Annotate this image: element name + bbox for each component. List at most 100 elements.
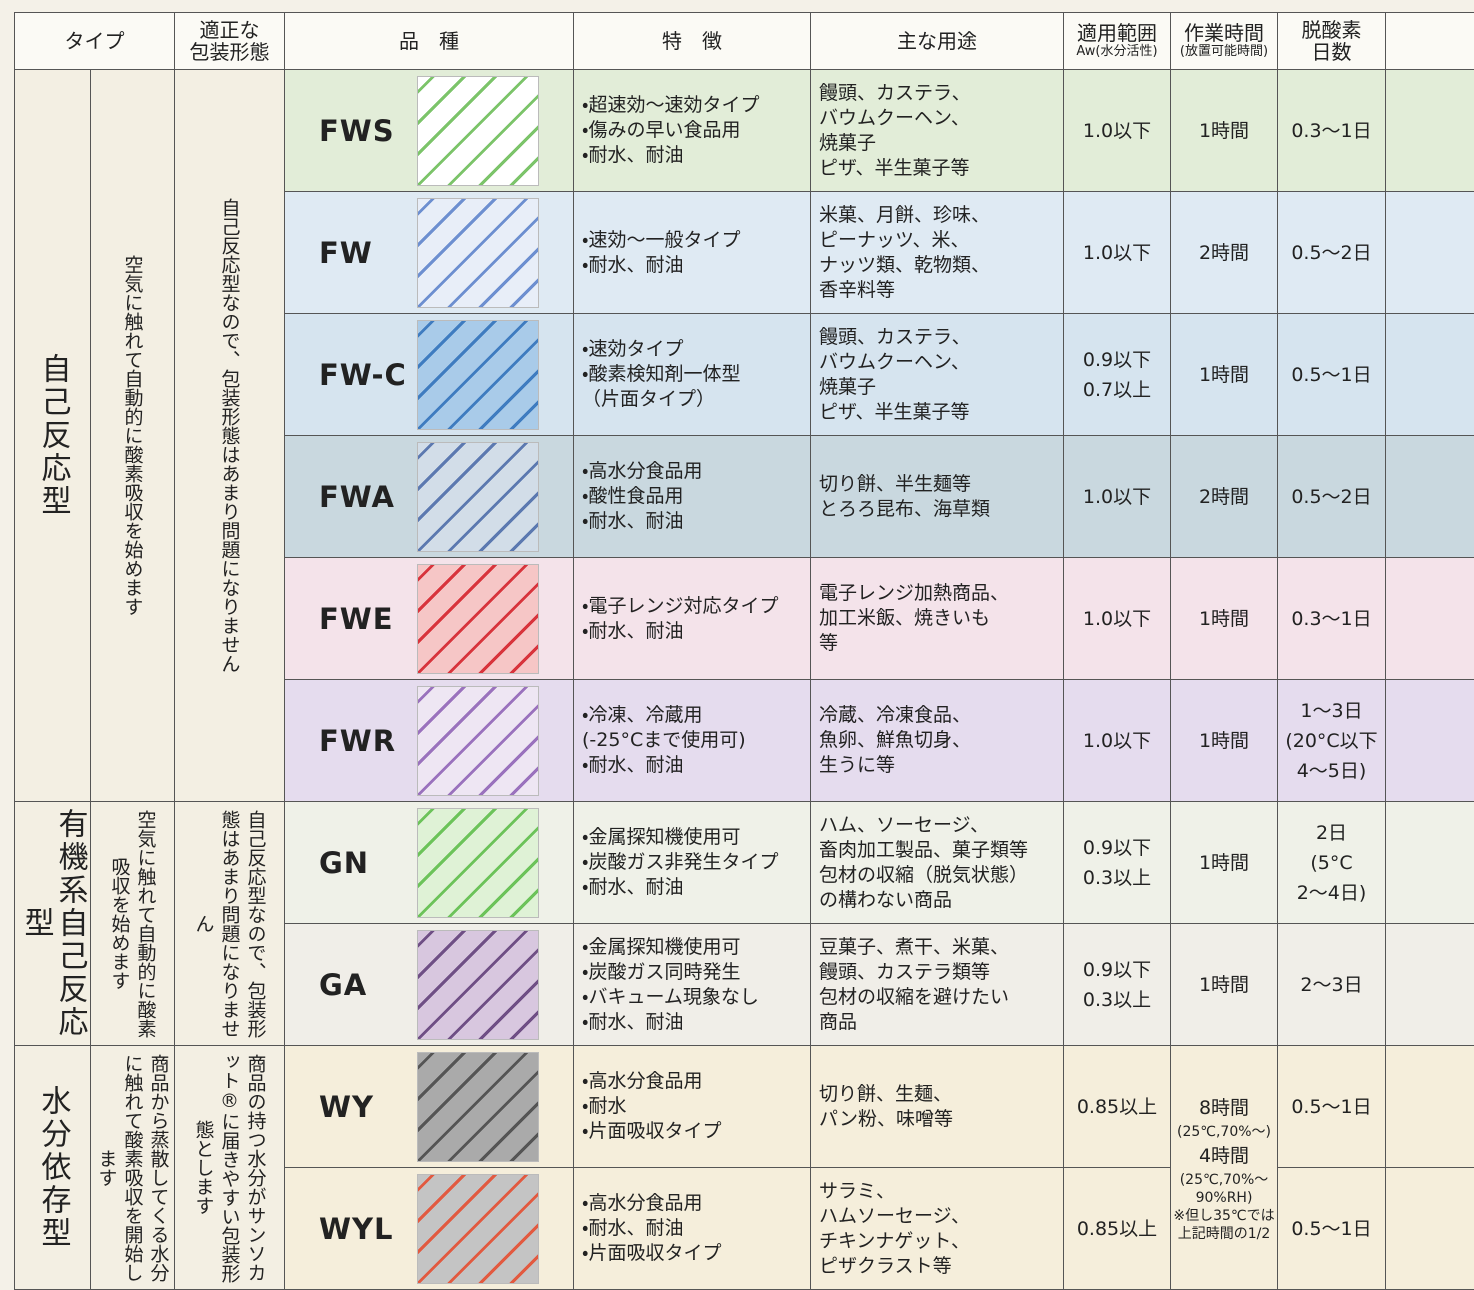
features-cell: ・速効～一般タイプ・耐水、耐油 xyxy=(574,192,811,314)
days-cell: 2～3日 xyxy=(1278,924,1386,1046)
header-days: 日数 xyxy=(1278,41,1385,63)
product: FW-C xyxy=(285,314,573,435)
product-cell: WYL xyxy=(285,1168,574,1290)
time-cell: 2時間 xyxy=(1171,436,1278,558)
type-label: 水分依存型 xyxy=(36,1085,70,1250)
type-cell: 水分依存型 xyxy=(15,1046,91,1290)
feature: ・高水分食品用 xyxy=(574,459,810,484)
features-cell: ・速効タイプ・酸素検知剤一体型（片面タイプ） xyxy=(574,314,811,436)
product-name: FWE xyxy=(319,602,394,636)
feature: ・片面吸収タイプ xyxy=(574,1241,810,1266)
type-description: 空気に触れて自動的に酸素吸収を始めます xyxy=(120,255,146,616)
time: 1時間 xyxy=(1171,970,1277,1000)
time: 4時間 xyxy=(1171,1141,1277,1171)
product-image xyxy=(417,564,539,674)
product-name: GA xyxy=(319,968,367,1002)
feature: (-25°Cまで使用可) xyxy=(574,728,810,753)
product-cell: FW-C xyxy=(285,314,574,436)
days: 0.5～1日 xyxy=(1278,1092,1385,1122)
feature: ・金属探知機使用可 xyxy=(574,935,810,960)
packaging-text: 自己反応型なので、包装形態はあまり問題になりません xyxy=(217,198,243,673)
packaging-text: 自己反応型なので、包装形態はあまり問題になりません xyxy=(191,802,269,1045)
features-cell: ・電子レンジ対応タイプ・耐水、耐油 xyxy=(574,558,811,680)
time: (25℃,70%～) xyxy=(1171,1123,1277,1141)
use: の構わない商品 xyxy=(811,888,1063,913)
product-cell: GA xyxy=(285,924,574,1046)
product-cell: GN xyxy=(285,802,574,924)
days-cell: 0.5～2日 xyxy=(1278,192,1386,314)
product-row: 水分依存型商品から蒸散してくる水分に触れて酸素吸収を開始します商品の持つ水分がサ… xyxy=(15,1046,1474,1168)
blank-cell xyxy=(1386,192,1474,314)
feature: ・炭酸ガス同時発生 xyxy=(574,960,810,985)
use: ハムソーセージ、 xyxy=(811,1204,1063,1229)
features-cell: ・高水分食品用・耐水、耐油・片面吸収タイプ xyxy=(574,1168,811,1290)
feature: ・耐水、耐油 xyxy=(574,253,810,278)
product: GN xyxy=(285,802,573,923)
time-cell: 1時間 xyxy=(1171,802,1278,924)
range: 0.9以下 xyxy=(1064,833,1170,863)
days: 0.5～2日 xyxy=(1278,238,1385,268)
time-cell: 1時間 xyxy=(1171,924,1278,1046)
feature: ・高水分食品用 xyxy=(574,1191,810,1216)
use: ピーナッツ、米、 xyxy=(811,228,1063,253)
header-cell: 適正な包装形態 xyxy=(175,13,285,70)
range: 1.0以下 xyxy=(1064,116,1170,146)
time: 1時間 xyxy=(1171,726,1277,756)
range-cell: 1.0以下 xyxy=(1064,558,1171,680)
blank-cell xyxy=(1386,680,1474,802)
time: 1時間 xyxy=(1171,848,1277,878)
product-image xyxy=(417,442,539,552)
uses-cell: 豆菓子、煮干、米菓、饅頭、カステラ類等包材の収縮を避けたい商品 xyxy=(811,924,1064,1046)
days: (20°C以下 xyxy=(1278,726,1385,756)
product-name: FWA xyxy=(319,480,395,514)
uses-cell: 饅頭、カステラ、バウムクーヘン、焼菓子ピザ、半生菓子等 xyxy=(811,314,1064,436)
product: WYL xyxy=(285,1168,573,1289)
range: 1.0以下 xyxy=(1064,726,1170,756)
product-cell: WY xyxy=(285,1046,574,1168)
feature: ・耐水 xyxy=(574,1094,810,1119)
product-name: FW xyxy=(319,236,373,270)
product-cell: FWR xyxy=(285,680,574,802)
range: 0.3以上 xyxy=(1064,985,1170,1015)
type-cell: 自己反応型 xyxy=(15,70,91,802)
days: 2日 xyxy=(1278,818,1385,848)
time-cell: 1時間 xyxy=(1171,314,1278,436)
uses-cell: 米菓、月餅、珍味、ピーナッツ、米、ナッツ類、乾物類、香辛料等 xyxy=(811,192,1064,314)
range-cell: 1.0以下 xyxy=(1064,680,1171,802)
header-cell: 脱酸素日数 xyxy=(1278,13,1386,70)
blank-cell xyxy=(1386,802,1474,924)
time-cell: 1時間 xyxy=(1171,70,1278,192)
use: 香辛料等 xyxy=(811,278,1063,303)
range: 0.85以上 xyxy=(1064,1214,1170,1244)
time: 8時間 xyxy=(1171,1093,1277,1123)
use: 生うに等 xyxy=(811,753,1063,778)
feature: ・耐水、耐油 xyxy=(574,143,810,168)
blank-cell xyxy=(1386,1046,1474,1168)
use: バウムクーヘン、 xyxy=(811,106,1063,131)
description-cell: 商品から蒸散してくる水分に触れて酸素吸収を開始します xyxy=(91,1046,175,1290)
range-cell: 0.85以上 xyxy=(1064,1046,1171,1168)
product-name: WY xyxy=(319,1090,374,1124)
header-cell: タイプ xyxy=(15,13,175,70)
type-label: 自己反応型 xyxy=(36,353,70,518)
use: 焼菓子 xyxy=(811,375,1063,400)
use: 包材の収縮を避けたい xyxy=(811,985,1063,1010)
features-cell: ・冷凍、冷蔵用(-25°Cまで使用可)・耐水、耐油 xyxy=(574,680,811,802)
feature: ・耐水、耐油 xyxy=(574,1216,810,1241)
header-cell: 品 種 xyxy=(285,13,574,70)
use: ピザ、半生菓子等 xyxy=(811,156,1063,181)
days-cell: 0.3～1日 xyxy=(1278,558,1386,680)
range-cell: 0.85以上 xyxy=(1064,1168,1171,1290)
product-image xyxy=(417,198,539,308)
time-cell: 1時間 xyxy=(1171,680,1278,802)
days-cell: 0.5～1日 xyxy=(1278,1046,1386,1168)
product: FWS xyxy=(285,70,573,191)
type-description: 商品から蒸散してくる水分に触れて酸素吸収を開始します xyxy=(94,1046,172,1289)
product-image xyxy=(417,1174,539,1284)
range: 1.0以下 xyxy=(1064,238,1170,268)
use: チキンナゲット、 xyxy=(811,1229,1063,1254)
use: 切り餅、半生麺等 xyxy=(811,472,1063,497)
features-cell: ・金属探知機使用可・炭酸ガス非発生タイプ・耐水、耐油 xyxy=(574,802,811,924)
